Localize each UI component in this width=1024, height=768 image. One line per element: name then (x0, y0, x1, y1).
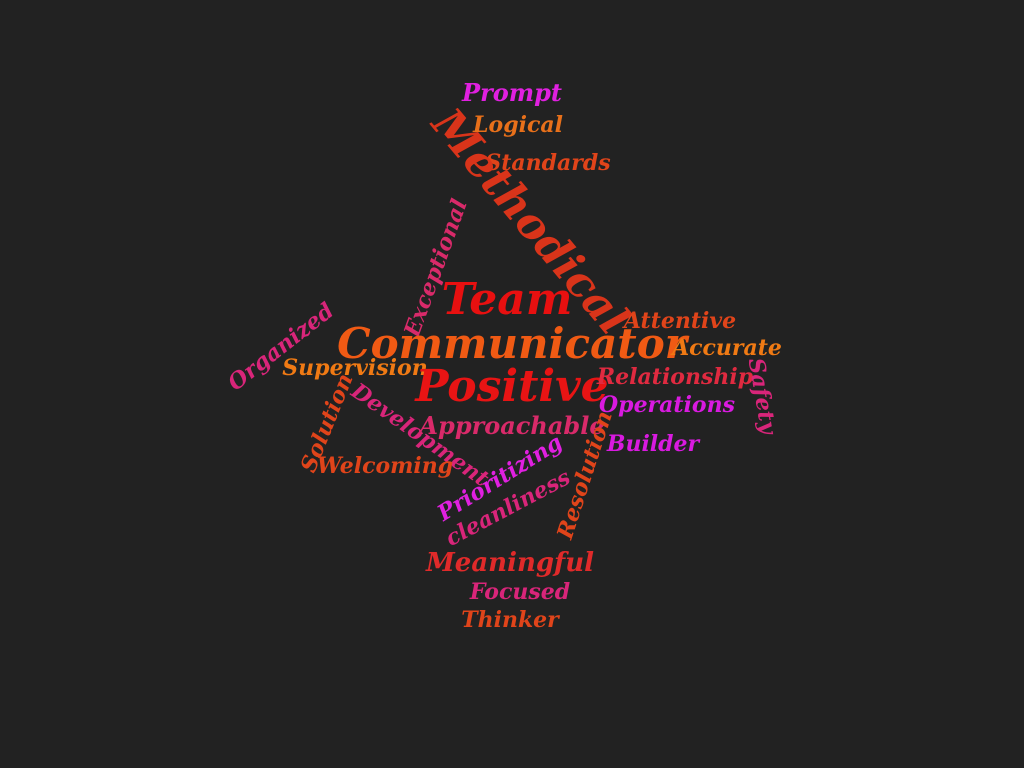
word-attentive: Attentive (623, 308, 737, 334)
word-safety: Safety (742, 356, 782, 436)
word-accurate: Accurate (672, 335, 782, 361)
word-positive: Positive (415, 361, 609, 412)
word-welcoming: Welcoming (316, 453, 454, 479)
word-meaningful: Meaningful (426, 548, 594, 578)
word-logical: Logical (473, 112, 563, 138)
word-focused: Focused (469, 579, 571, 605)
word-standards: Standards (485, 150, 611, 176)
word-builder: Builder (606, 431, 700, 457)
word-team: Team (441, 274, 573, 325)
word-communicator: Communicator (337, 319, 687, 368)
word-approachable: Approachable (419, 411, 605, 440)
word-prompt: Prompt (462, 78, 562, 107)
word-operations: Operations (599, 392, 735, 418)
word-supervision: Supervision (282, 355, 428, 381)
word-thinker: Thinker (461, 607, 559, 633)
word-relationship: Relationship (596, 364, 754, 390)
